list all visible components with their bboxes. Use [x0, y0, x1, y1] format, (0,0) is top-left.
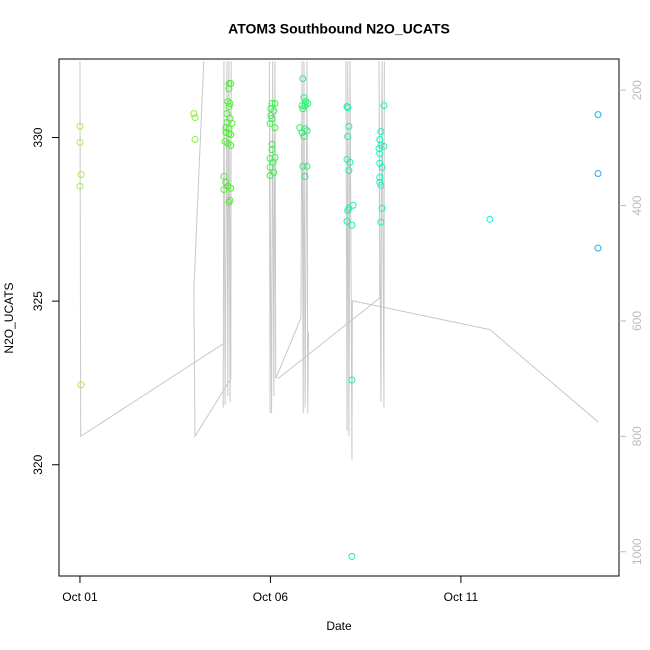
y2-tick-label: 1000	[630, 538, 644, 565]
data-point	[299, 75, 307, 83]
y2-tick-label: 200	[630, 80, 644, 100]
data-point	[594, 244, 602, 252]
line-layer	[79, 61, 599, 460]
y2-tick-label: 600	[630, 311, 644, 331]
x-axis-label: Date	[326, 619, 352, 633]
data-point	[380, 142, 388, 150]
data-point	[268, 100, 276, 108]
data-point	[191, 114, 199, 122]
data-point	[301, 172, 309, 180]
x-tick-label: Oct 01	[62, 590, 98, 604]
x-tick-label: Oct 06	[253, 590, 289, 604]
data-point	[77, 171, 85, 179]
data-point	[268, 146, 276, 154]
data-point	[345, 167, 353, 175]
y2-tick-label: 400	[630, 195, 644, 215]
data-point	[377, 218, 385, 226]
data-point	[225, 85, 233, 93]
data-point	[191, 135, 199, 143]
data-point	[378, 204, 386, 212]
data-point	[376, 159, 384, 167]
data-point	[303, 127, 311, 135]
chart-title: ATOM3 Southbound N2O_UCATS	[228, 21, 450, 37]
data-point	[225, 80, 233, 88]
data-point	[344, 207, 352, 215]
data-point	[486, 215, 494, 223]
data-point	[377, 181, 385, 189]
data-point	[299, 162, 307, 170]
data-point	[348, 221, 356, 229]
data-point	[380, 101, 388, 109]
data-point	[270, 107, 278, 115]
data-point	[269, 158, 277, 166]
data-point	[349, 201, 357, 209]
data-point	[345, 122, 353, 130]
data-point	[303, 162, 311, 170]
data-point	[227, 141, 235, 149]
data-point	[344, 133, 352, 141]
data-point	[77, 381, 85, 389]
plot-frame	[58, 58, 620, 577]
data-point	[266, 171, 274, 179]
data-point	[222, 178, 230, 186]
data-point	[346, 158, 354, 166]
data-point	[225, 198, 233, 206]
data-point	[348, 376, 356, 384]
x-tick-label: Oct 11	[444, 590, 479, 604]
data-point	[343, 102, 351, 110]
data-point	[377, 128, 385, 136]
data-point	[227, 131, 235, 139]
data-point	[299, 105, 307, 113]
data-point	[266, 119, 274, 127]
data-point	[76, 182, 84, 190]
data-point	[300, 133, 308, 141]
data-point	[304, 100, 312, 108]
data-point	[220, 186, 228, 194]
data-point	[266, 163, 274, 171]
data-point	[376, 150, 384, 158]
data-point	[271, 100, 279, 108]
data-point	[300, 94, 308, 102]
y-tick-label: 320	[31, 454, 45, 474]
data-point	[378, 163, 386, 171]
data-point	[223, 110, 231, 118]
data-point	[594, 111, 602, 119]
y-tick-label: 330	[31, 127, 45, 147]
data-point	[343, 217, 351, 225]
data-point	[227, 184, 235, 192]
data-point	[268, 140, 276, 148]
data-point	[76, 138, 84, 146]
data-point	[190, 110, 198, 118]
data-point	[302, 98, 310, 106]
pressure-line	[79, 61, 599, 460]
data-point	[222, 124, 230, 132]
y-tick-label: 325	[31, 291, 45, 311]
data-point	[228, 119, 236, 127]
data-point	[344, 104, 352, 112]
data-point	[223, 118, 231, 126]
data-point	[76, 122, 84, 130]
data-point	[224, 98, 232, 106]
data-point	[271, 124, 279, 132]
y-axis-label: N2O_UCATS	[2, 282, 16, 353]
data-point	[594, 170, 602, 178]
data-point	[225, 102, 233, 110]
y2-tick-label: 800	[630, 426, 644, 446]
data-point	[348, 552, 356, 560]
data-point	[376, 173, 384, 181]
